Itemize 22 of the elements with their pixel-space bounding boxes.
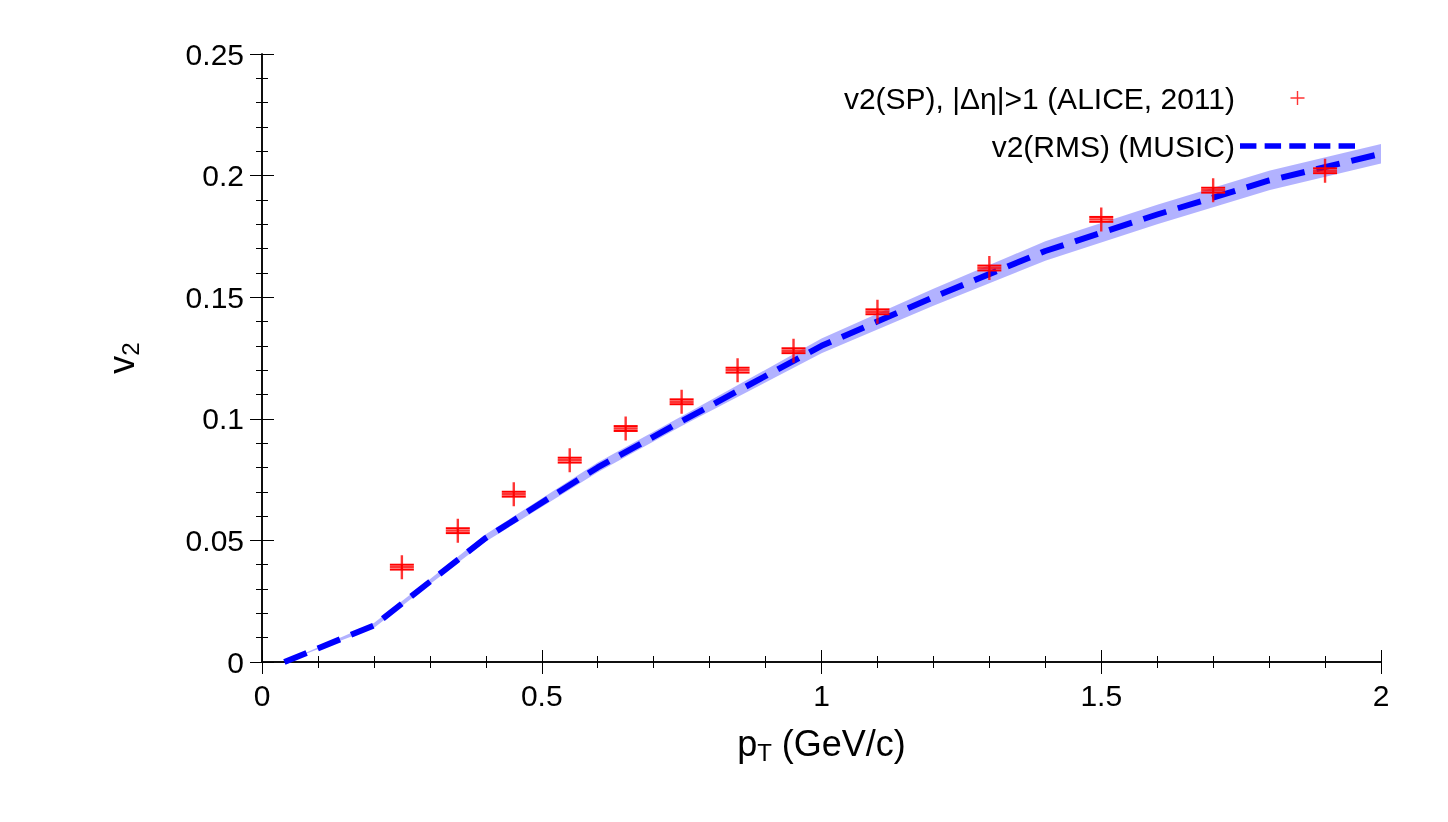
x-tick-label: 2 [1372,678,1390,712]
point [865,299,890,324]
x-tick-label: 0.5 [520,678,563,712]
y-tick-label: 0 [227,645,244,679]
point [613,416,638,441]
point [669,389,694,414]
point [781,338,806,363]
x-tick-label: 1.5 [1080,678,1123,712]
x-tick-label: 0 [253,678,271,712]
y-tick-label: 0.1 [202,402,244,436]
point [977,256,1002,281]
legend-label: v2(RMS) (MUSIC) [991,129,1235,163]
point [725,358,750,383]
y-tick-label: 0.15 [185,280,244,314]
point [1089,207,1114,232]
x-tick-label: 1 [813,678,830,712]
y-tick-label: 0.2 [202,159,244,193]
legend-label: v2(SP), |Δη|>1 (ALICE, 2011) [843,81,1235,115]
y-tick-label: 0.25 [185,37,244,71]
y-axis-title: v2 [100,342,144,374]
y-tick-label: 0.05 [185,523,244,557]
point [445,518,470,543]
